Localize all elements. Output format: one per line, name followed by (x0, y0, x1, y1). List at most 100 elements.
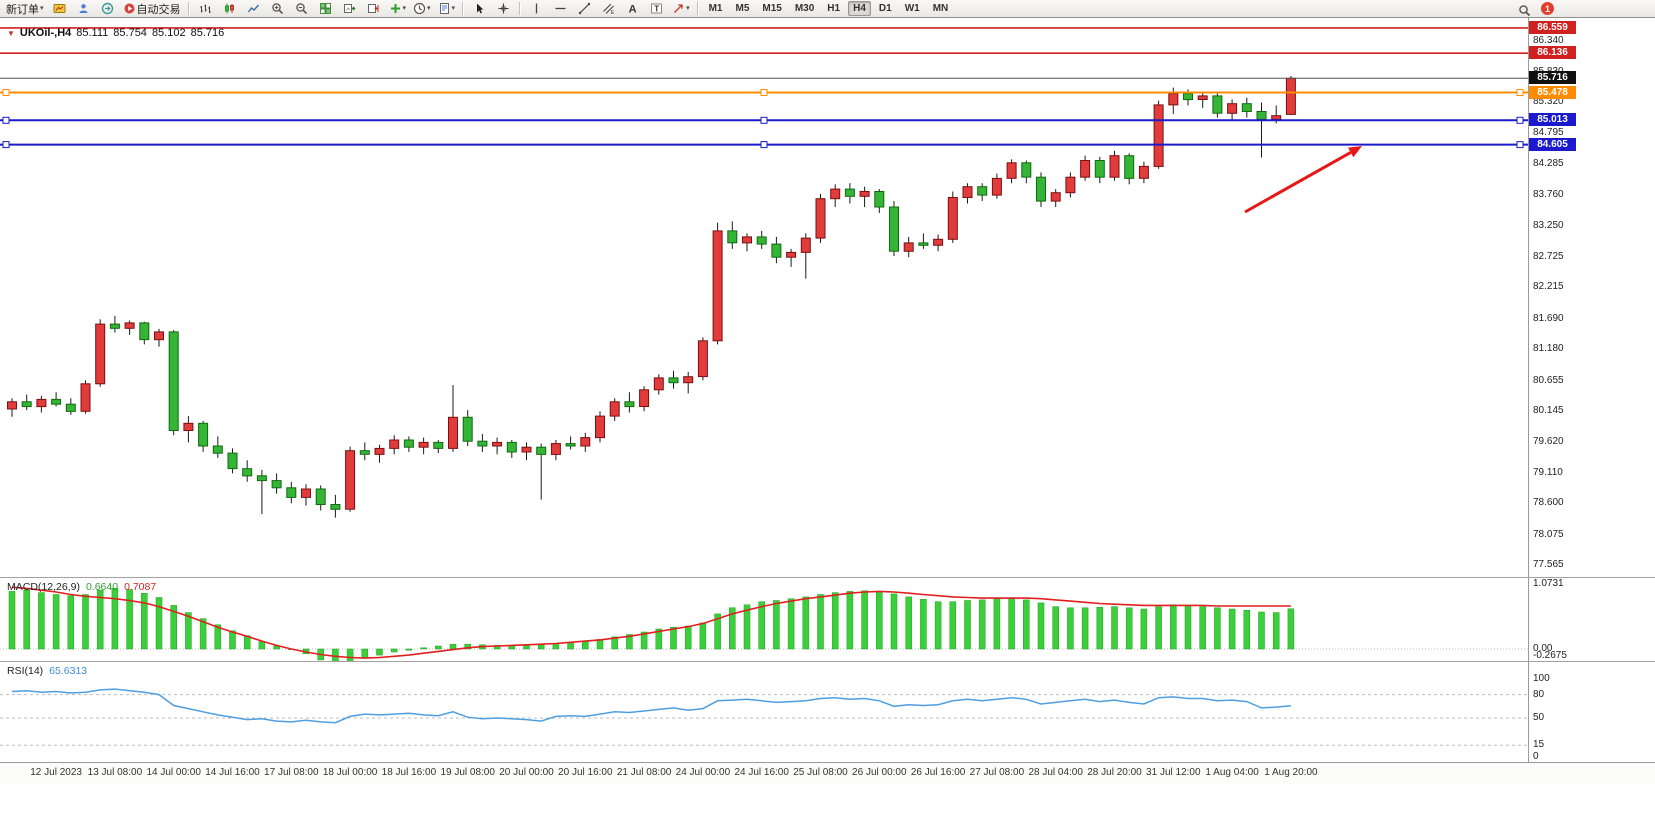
rsi-scale-label: 50 (1533, 712, 1545, 723)
timeframe-h1-button[interactable]: H1 (827, 3, 841, 14)
blue-support-line-1-handle[interactable] (1516, 116, 1524, 124)
toolbar-separator (519, 2, 522, 15)
channel-icon: E (602, 2, 615, 15)
auto-trading-button[interactable]: 自动交易 (120, 0, 184, 18)
candlestick-chart[interactable] (0, 18, 1528, 583)
dropdown-caret-icon: ▾ (402, 5, 407, 12)
time-axis-label: 28 Jul 20:00 (1087, 767, 1142, 778)
time-axis-label: 17 Jul 08:00 (264, 767, 319, 778)
blue-support-line-1-handle[interactable] (2, 116, 10, 124)
blue-support-line-2-handle[interactable] (760, 141, 768, 149)
timeframe-m30-button[interactable]: M30 (794, 3, 815, 14)
time-axis-label: 13 Jul 08:00 (87, 767, 143, 778)
rsi-scale-label: 0 (1533, 751, 1539, 762)
timeframe-mn-button[interactable]: MN (932, 3, 949, 14)
timeframe-d1-button[interactable]: D1 (878, 3, 892, 14)
cursor-icon (473, 2, 486, 15)
line-chart-button[interactable] (242, 0, 265, 18)
price-axis-label: 80.655 (1533, 374, 1564, 386)
new-order-label: 新订单 (6, 3, 39, 16)
search-button[interactable] (1513, 1, 1536, 19)
macd-scale-label: -0.2675 (1533, 650, 1567, 661)
blue-support-line-1-price-tag: 85.013 (1529, 113, 1576, 127)
blue-support-line-2-handle[interactable] (1516, 141, 1524, 149)
candlestick-chart-icon (223, 2, 236, 15)
time-axis-label: 20 Jul 00:00 (499, 767, 554, 778)
timeframe-h4-button[interactable]: H4 (848, 1, 871, 16)
bar-chart-button[interactable] (194, 0, 217, 18)
notification-badge[interactable]: 1 (1541, 2, 1554, 15)
terminal-button[interactable] (96, 0, 119, 18)
rsi-panel[interactable] (0, 662, 1528, 762)
macd-panel-separator[interactable] (0, 577, 1655, 578)
time-axis[interactable]: 12 Jul 2023 13 Jul 08:00 14 Jul 00:00 14 Ju… (0, 762, 1655, 784)
timeframe-m15-button[interactable]: M15 (762, 3, 782, 14)
dropdown-caret-icon: ▾ (427, 5, 431, 12)
blue-support-line-2-price-tag: 84.605 (1529, 137, 1576, 151)
auto-scroll-button[interactable] (338, 0, 361, 18)
price-axis-label: 82.725 (1533, 250, 1564, 262)
period-icon (413, 2, 426, 15)
timeframe-m1-button[interactable]: M1 (708, 3, 723, 14)
market-watch-button[interactable] (48, 0, 71, 18)
time-axis-label: 1 Aug 20:00 (1264, 767, 1318, 778)
rsi-panel-separator[interactable] (0, 661, 1655, 662)
period-button[interactable]: ▾ (410, 0, 434, 18)
search-icon (1518, 4, 1531, 17)
price-axis[interactable]: 86.340 85.830 85.320 84.795 84.285 83.760 83.2… (1528, 18, 1655, 762)
chart-shift-button[interactable] (362, 0, 385, 18)
candlestick-series (7, 76, 1296, 518)
label-icon: T (650, 2, 663, 15)
new-order-button[interactable]: 新订单 ▾ (3, 0, 47, 18)
zoom-in-button[interactable] (266, 0, 289, 18)
blue-support-line-2-handle[interactable] (2, 141, 10, 149)
crosshair-button[interactable] (492, 0, 515, 18)
channel-button[interactable]: E (597, 0, 620, 18)
timeframe-w1-button[interactable]: W1 (904, 3, 920, 14)
time-axis-label: 1 Aug 04:00 (1205, 767, 1259, 778)
macd-panel[interactable] (0, 578, 1528, 666)
trendline-icon (578, 2, 591, 15)
price-axis-label: 78.600 (1533, 497, 1564, 509)
horizontal-line-button[interactable] (549, 0, 572, 18)
svg-text:E: E (611, 10, 615, 15)
time-axis-label: 31 Jul 12:00 (1146, 767, 1201, 778)
current-price-line-price-tag: 85.716 (1529, 71, 1576, 85)
macd-indicator-label: MACD(12,26,9) 0.6640 0.7087 (7, 581, 156, 593)
add-indicator-button[interactable]: ▾ (386, 0, 410, 18)
template-icon (438, 2, 451, 15)
timeframe-m5-button[interactable]: M5 (735, 3, 750, 14)
auto-trading-icon (123, 2, 136, 15)
time-axis-label: 27 Jul 08:00 (969, 767, 1025, 778)
macd-main-value: 0.6640 (85, 581, 119, 593)
chart-window-icon: ▼ (7, 28, 15, 38)
zoom-out-button[interactable] (290, 0, 313, 18)
time-axis-label: 14 Jul 00:00 (146, 767, 201, 778)
cursor-button[interactable] (468, 0, 491, 18)
tile-windows-button[interactable] (314, 0, 337, 18)
toolbar: 新订单 ▾ 自动交易 ▾ ▾ ▾ E A T ▾ M1 M5 M15 M30 H1 H4 D1 W1 MN 1 (0, 0, 1655, 18)
navigator-button[interactable] (72, 0, 95, 18)
toolbar-separator (696, 2, 699, 15)
orange-level-line-handle[interactable] (1516, 89, 1524, 96)
template-button[interactable]: ▾ (435, 0, 459, 18)
label-button[interactable]: T (645, 0, 668, 18)
time-axis-label: 20 Jul 16:00 (558, 767, 613, 778)
red-arrow-annotation[interactable] (1244, 146, 1362, 214)
orange-level-line-price-tag: 85.478 (1529, 85, 1576, 99)
arrows-button[interactable]: ▾ (669, 0, 693, 18)
main-chart-panel[interactable]: ▼ UKOil-,H4 85.111 85.754 85.102 85.716 (0, 18, 1528, 578)
vertical-line-button[interactable] (525, 0, 548, 18)
low-value: 85.102 (151, 27, 186, 39)
price-axis-label: 80.145 (1533, 405, 1564, 416)
text-button[interactable]: A (621, 0, 644, 18)
blue-support-line-1-handle[interactable] (760, 116, 768, 124)
zoom-out-icon (295, 2, 308, 15)
orange-level-line-handle[interactable] (760, 89, 768, 96)
dropdown-caret-icon: ▾ (686, 5, 690, 12)
chart-symbol-period: UKOil-,H4 (19, 27, 72, 39)
macd-histogram (8, 588, 1295, 666)
orange-level-line-handle[interactable] (2, 89, 10, 96)
trendline-button[interactable] (573, 0, 596, 18)
candlestick-chart-button[interactable] (218, 0, 241, 18)
